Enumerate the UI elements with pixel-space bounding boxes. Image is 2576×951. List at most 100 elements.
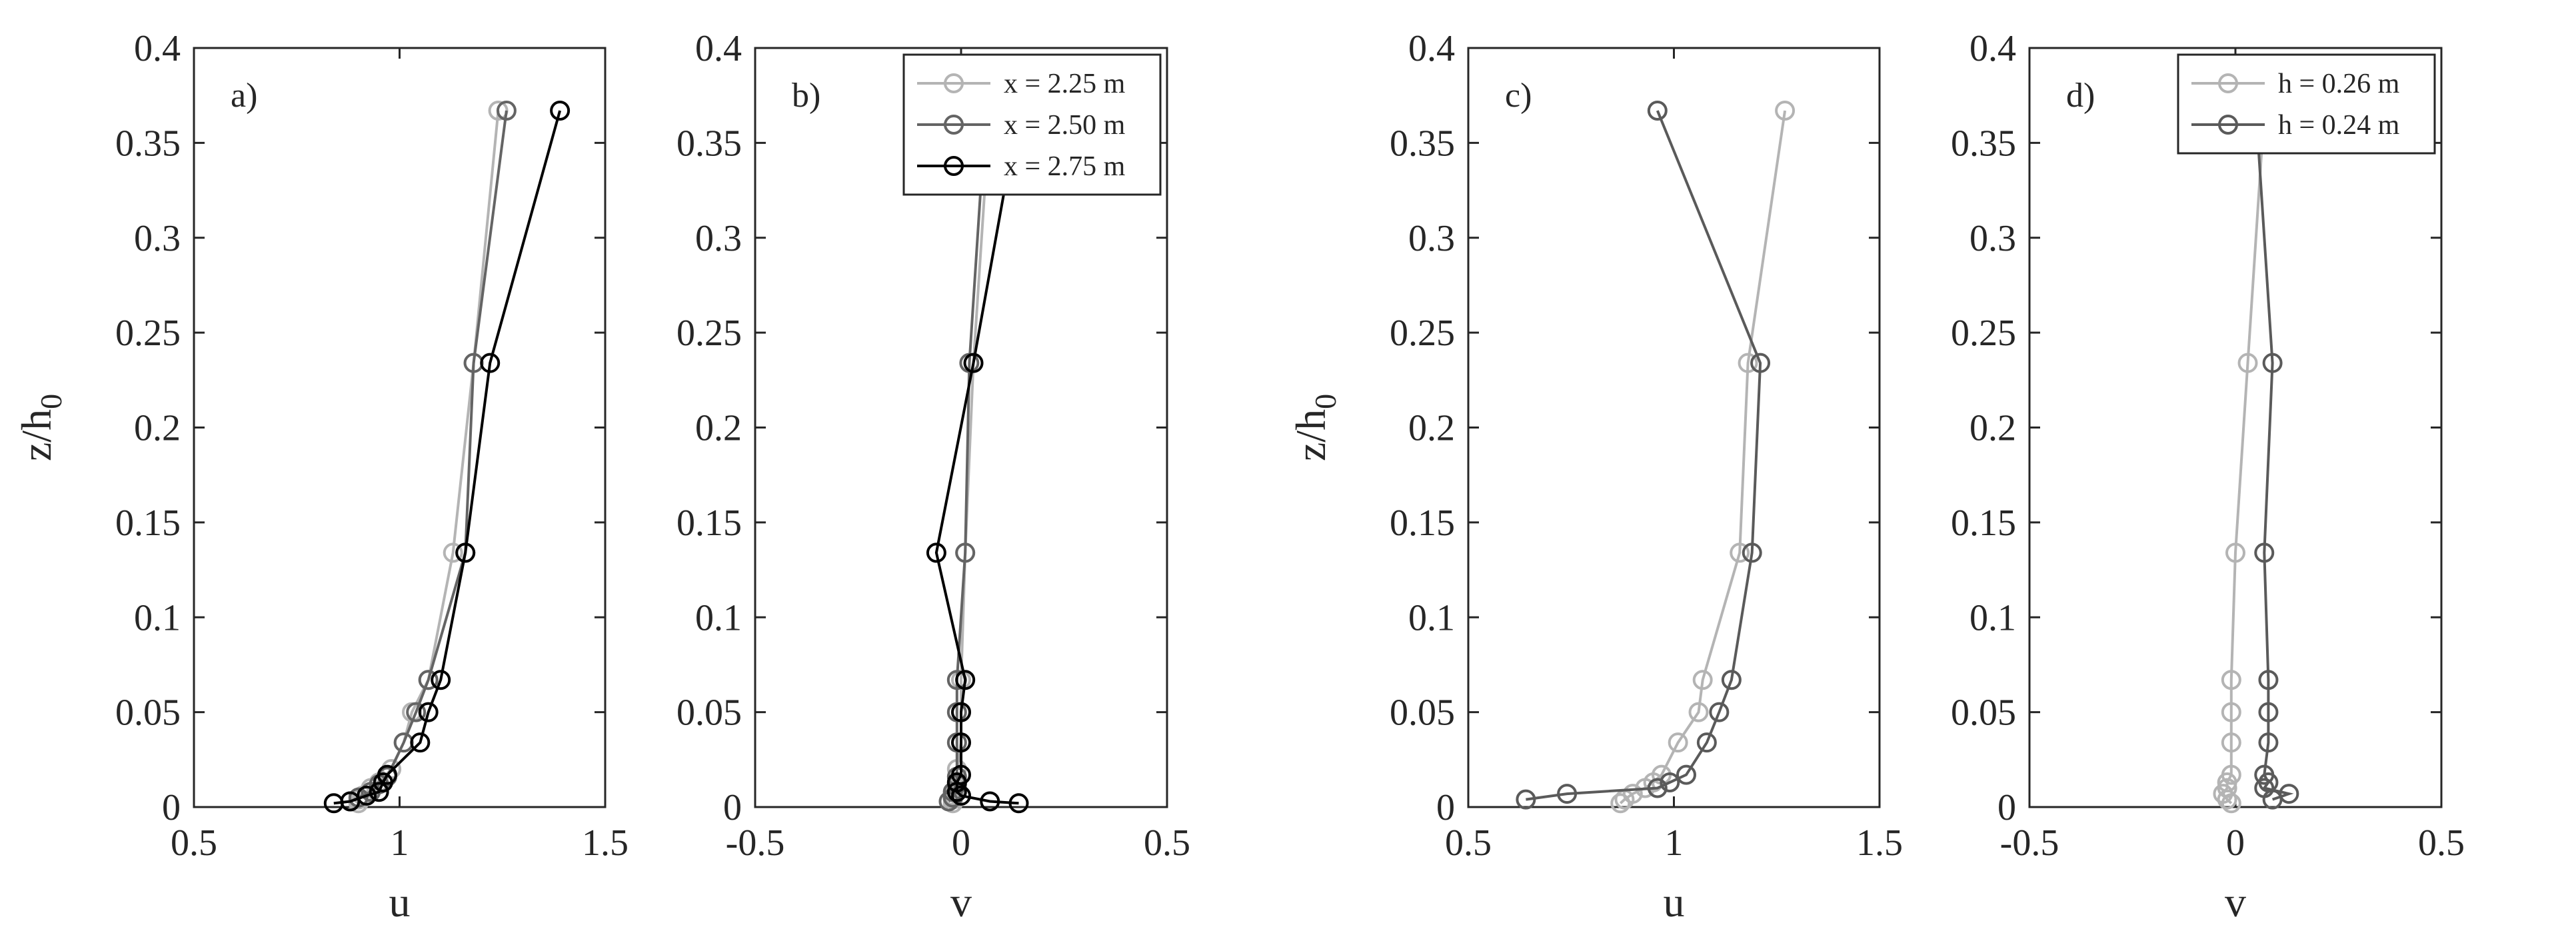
data-point: [2237, 353, 2258, 373]
data-point: [480, 353, 501, 373]
panel-label: d): [2066, 77, 2095, 115]
y-tick-label: 0.3: [695, 218, 742, 259]
data-point: [443, 542, 463, 563]
y-tick-label: 0.2: [134, 408, 181, 449]
data-point: [1775, 100, 1796, 121]
data-point: [369, 782, 389, 802]
panel-label: a): [231, 77, 257, 115]
data-point: [951, 702, 971, 722]
data-point: [980, 791, 1000, 812]
panel-1: 0.5 1 1.5 0 0.05 0.1 0.15 0.2 0.25 0.3 0.35 0.4 u z/h…: [13, 28, 629, 926]
x-tick-label: 0.5: [2418, 822, 2465, 864]
data-point: [455, 542, 476, 563]
data-point: [2254, 764, 2275, 785]
y-tick-label: 0.4: [1969, 28, 2016, 69]
data-point: [550, 100, 571, 121]
data-point: [1008, 793, 1029, 814]
data-point: [357, 785, 377, 806]
data-point: [963, 353, 984, 373]
y-tick-label: 0.35: [1951, 123, 2016, 164]
y-tick-label: 0.15: [676, 502, 742, 544]
y-tick-label: 0.4: [134, 28, 181, 69]
data-point: [951, 764, 971, 785]
x-tick-label: 1.5: [1856, 822, 1903, 864]
x-tick-label: 0.5: [171, 822, 217, 864]
data-point: [418, 702, 439, 722]
data-point: [1610, 793, 1631, 814]
data-point: [488, 100, 509, 121]
y-tick-label: 0.4: [695, 28, 742, 69]
data-point: [1668, 732, 1688, 753]
x-tick-label: 0: [2226, 822, 2245, 864]
data-point: [951, 785, 971, 806]
data-point: [2262, 353, 2283, 373]
data-point: [1696, 732, 1717, 753]
data-point: [1709, 702, 1730, 722]
y-tick-label: 0.1: [1969, 597, 2016, 638]
x-tick-label: 0.5: [1144, 822, 1190, 864]
data-point: [2221, 732, 2241, 753]
x-axis-label: v: [950, 878, 972, 926]
data-point: [2258, 702, 2279, 722]
y-tick-label: 0.1: [1408, 597, 1455, 638]
y-tick-label: 0.1: [134, 597, 181, 638]
x-tick-label: 0.5: [1445, 822, 1492, 864]
y-tick-label: 0.25: [115, 313, 181, 354]
data-point: [1721, 670, 1742, 690]
legend-entry: x = 2.75 m: [1004, 151, 1126, 182]
plot-frame: [2028, 47, 2443, 808]
data-point: [2221, 764, 2241, 785]
data-point: [1750, 353, 1771, 373]
series-3: [323, 100, 571, 814]
x-tick-label: -0.5: [2000, 822, 2059, 864]
y-tick-label: 0: [1997, 787, 2016, 828]
series-line: [1526, 110, 1762, 801]
x-tick-label: 1: [391, 822, 409, 864]
y-tick-label: 0.1: [695, 597, 742, 638]
data-point: [2221, 670, 2241, 690]
y-tick-label: 0.25: [676, 313, 742, 354]
data-point: [496, 100, 517, 121]
legend-entry: x = 2.25 m: [1004, 69, 1126, 99]
y-tick-label: 0.05: [1390, 692, 1455, 734]
data-point: [2258, 670, 2279, 690]
y-tick-label: 0.2: [1969, 408, 2016, 449]
data-point: [951, 732, 971, 753]
x-tick-label: 1: [1665, 822, 1684, 864]
data-point: [1692, 670, 1713, 690]
y-axis-label: z/h0: [13, 394, 68, 461]
data-point: [2225, 542, 2245, 563]
y-tick-label: 0.15: [115, 502, 181, 544]
series-3: [926, 100, 1029, 814]
data-point: [2258, 732, 2279, 753]
x-axis-label: u: [1664, 878, 1685, 926]
y-tick-label: 0: [723, 787, 742, 828]
y-tick-label: 0.05: [1951, 692, 2016, 734]
y-tick-label: 0.2: [1408, 408, 1455, 449]
y-tick-label: 0.3: [1969, 218, 2016, 259]
series-line: [333, 110, 562, 805]
y-tick-label: 0.3: [134, 218, 181, 259]
panel-2: -0.5 0 0.500.050.10.150.20.250.30.350.4vb)…: [676, 28, 1190, 926]
series-line: [934, 110, 1020, 805]
data-point: [406, 702, 427, 722]
data-point: [1516, 789, 1536, 810]
data-point: [1688, 702, 1709, 722]
y-tick-label: 0: [162, 787, 181, 828]
y-tick-label: 0.35: [1390, 123, 1455, 164]
data-point: [1557, 784, 1578, 804]
x-tick-label: -0.5: [726, 822, 785, 864]
y-tick-label: 0.05: [115, 692, 181, 734]
panel-label: c): [1505, 77, 1532, 115]
x-tick-label: 1.5: [582, 822, 629, 864]
y-tick-label: 0.15: [1951, 502, 2016, 544]
data-point: [2213, 784, 2233, 804]
panel-3: 0.5 1 1.5 0 0.05 0.1 0.15 0.2 0.25 0.3 0.35 0.4 u z/h…: [1287, 28, 1903, 926]
y-tick-label: 0.2: [695, 408, 742, 449]
data-point: [431, 670, 451, 690]
data-point: [955, 670, 976, 690]
data-point: [2279, 784, 2299, 804]
series-2: [1516, 100, 1771, 810]
panel-label: b): [792, 77, 820, 115]
